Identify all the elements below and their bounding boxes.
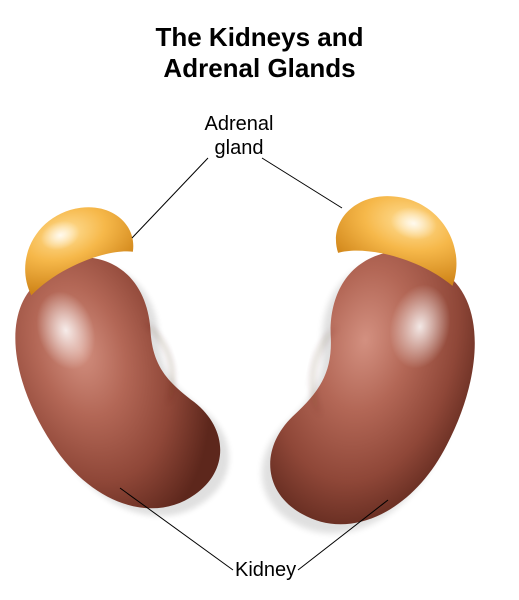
title-line2: Adrenal Glands bbox=[163, 53, 355, 83]
label-kidney: Kidney bbox=[235, 558, 296, 582]
label-adrenal: Adrenal gland bbox=[194, 112, 284, 160]
page-title: The Kidneys and Adrenal Glands bbox=[0, 22, 519, 84]
label-adrenal-line2: gland bbox=[215, 137, 264, 159]
label-kidney-text: Kidney bbox=[235, 559, 296, 581]
right-organ-group bbox=[251, 181, 505, 557]
left-organ-group bbox=[0, 186, 243, 547]
label-adrenal-line1: Adrenal bbox=[205, 113, 274, 135]
right-kidney bbox=[260, 232, 495, 546]
diagram-svg bbox=[0, 0, 519, 600]
line-adrenal-left bbox=[132, 158, 208, 238]
title-line1: The Kidneys and bbox=[155, 22, 363, 52]
line-adrenal-right bbox=[262, 158, 342, 208]
